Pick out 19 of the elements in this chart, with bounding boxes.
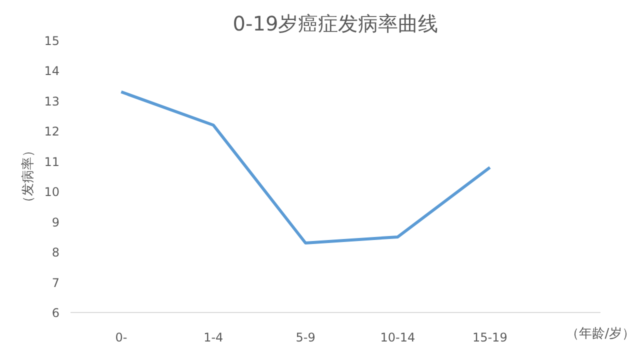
- y-tick-label: 12: [44, 124, 60, 139]
- y-tick-label: 10: [44, 185, 60, 200]
- x-tick-label: 10-14: [380, 330, 416, 344]
- x-axis-title: （年龄/岁）: [566, 326, 636, 342]
- x-tick-label: 1-4: [204, 330, 224, 344]
- y-tick-label: 7: [52, 276, 60, 290]
- chart-title: 0-19岁癌症发病率曲线: [232, 12, 438, 36]
- y-tick-label: 13: [44, 94, 60, 108]
- x-tick-label: 5-9: [296, 330, 316, 344]
- y-tick-label: 9: [52, 215, 60, 230]
- y-tick-label: 8: [52, 246, 60, 260]
- y-tick-label: 6: [52, 306, 60, 320]
- y-tick-label: 15: [44, 34, 60, 48]
- y-axis-title: （发病率）: [20, 144, 36, 209]
- line-series: [120, 90, 492, 244]
- y-tick-label: 11: [44, 154, 60, 169]
- x-tick-label: 0-: [115, 330, 128, 344]
- x-tick-label: 15-19: [472, 330, 508, 344]
- y-tick-label: 14: [44, 64, 60, 78]
